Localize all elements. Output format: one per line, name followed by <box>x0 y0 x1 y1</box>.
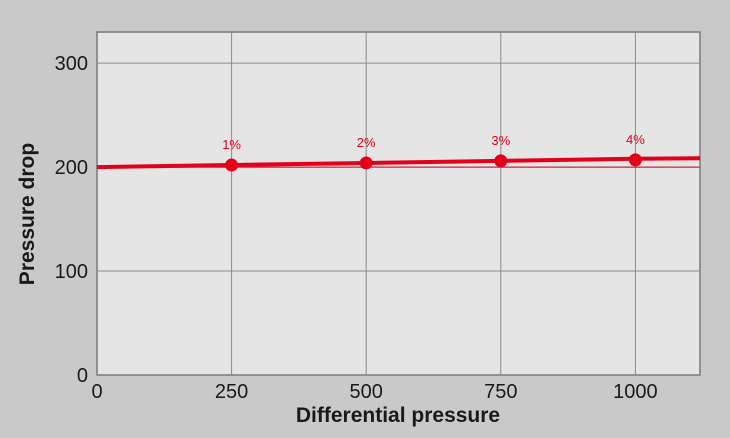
y-tick-label: 200 <box>55 157 88 179</box>
data-point-1 <box>359 156 373 170</box>
x-tick-label: 0 <box>91 381 102 403</box>
plot-area <box>96 31 701 376</box>
y-tick-label: 300 <box>55 53 88 75</box>
x-axis-title: Differential pressure <box>296 404 500 427</box>
y-tick-label: 0 <box>77 365 88 387</box>
data-label-0: 1% <box>222 137 241 152</box>
series-layer: 1% 2% 3% 4% <box>96 132 701 172</box>
data-label-1: 2% <box>357 135 376 150</box>
data-label-2: 3% <box>491 133 510 148</box>
data-point-3 <box>628 153 642 167</box>
data-label-3: 4% <box>626 132 645 147</box>
x-tick-label: 750 <box>484 381 517 403</box>
y-tick-labels: 0 100 200 300 <box>55 53 88 387</box>
series-line-0 <box>96 156 701 170</box>
x-tick-labels: 0 250 500 750 1000 <box>91 381 657 403</box>
x-tick-label: 1000 <box>613 381 658 403</box>
x-tick-label: 250 <box>215 381 248 403</box>
x-tick-label: 500 <box>350 381 383 403</box>
data-point-2 <box>494 154 508 168</box>
data-point-0 <box>225 158 239 172</box>
y-axis-title: Pressure drop <box>16 143 39 285</box>
y-tick-label: 100 <box>55 261 88 283</box>
